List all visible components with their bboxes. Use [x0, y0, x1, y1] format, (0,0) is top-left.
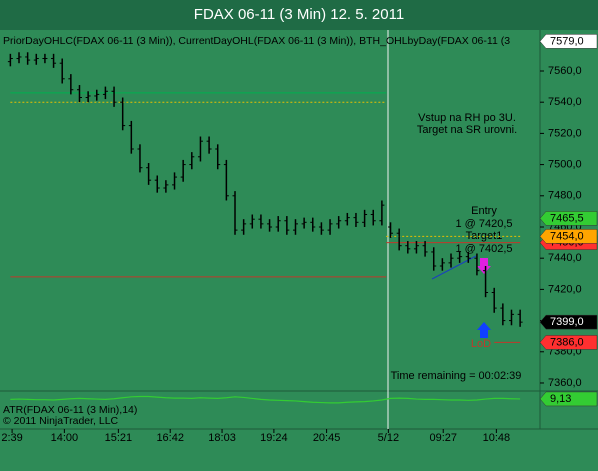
x-tick-label: 2:39 — [1, 432, 22, 444]
entry-arrow — [477, 258, 491, 274]
price-marker — [539, 34, 598, 49]
price-marker-label: 7386,0 — [550, 336, 584, 348]
price-marker — [539, 335, 598, 350]
y-tick-label: 7420,0 — [548, 283, 582, 295]
x-tick-label: 19:24 — [260, 432, 288, 444]
chart-title: FDAX 06-11 (3 Min) 12. 5. 2011 — [194, 6, 404, 23]
annotation: 1 @ 7402,5 — [455, 243, 512, 255]
atr-line — [10, 395, 521, 404]
x-tick-label: 16:42 — [156, 432, 184, 444]
price-marker-label: 7454,0 — [550, 230, 584, 242]
annotation: Time remaining = 00:02:39 — [391, 370, 522, 382]
price-marker-label: 7465,5 — [550, 212, 584, 224]
annotation: Entry — [471, 205, 497, 217]
annotation: Target na SR urovni. — [417, 124, 517, 136]
title-bar — [0, 0, 598, 30]
x-tick-label: 09:27 — [429, 432, 457, 444]
annotation: LoD — [471, 338, 491, 350]
copyright: © 2011 NinjaTrader, LLC — [3, 415, 119, 427]
plot-background — [0, 30, 598, 471]
y-tick-label: 7500,0 — [548, 158, 582, 170]
x-tick-label: 18:03 — [208, 432, 236, 444]
y-tick-label: 7560,0 — [548, 65, 582, 77]
atr-marker — [539, 391, 598, 407]
indicator-label: PriorDayOHLC(FDAX 06-11 (3 Min)), Curren… — [3, 35, 510, 47]
price-marker-label: 7579,0 — [550, 35, 584, 47]
x-tick-label: 5/12 — [378, 432, 399, 444]
price-marker — [539, 229, 598, 244]
x-tick-label: 15:21 — [105, 432, 133, 444]
annotation: Vstup na RH po 3U. — [418, 112, 516, 124]
y-tick-label: 7480,0 — [548, 190, 582, 202]
annotation: 1 @ 7420,5 — [455, 218, 512, 230]
price-marker-label: 7399,0 — [550, 316, 584, 328]
y-tick-label: 7540,0 — [548, 96, 582, 108]
price-marker — [539, 314, 598, 330]
x-tick-label: 10:48 — [483, 432, 511, 444]
y-tick-label: 7440,0 — [548, 252, 582, 264]
target-arrow — [477, 322, 491, 338]
y-tick-label: 7360,0 — [548, 377, 582, 389]
atr-label: ATR(FDAX 06-11 (3 Min),14) — [3, 404, 137, 416]
price-marker — [539, 211, 598, 226]
x-tick-label: 14:00 — [51, 432, 79, 444]
atr-marker-label: 9,13 — [550, 393, 571, 405]
y-tick-label: 7520,0 — [548, 127, 582, 139]
x-tick-label: 20:45 — [313, 432, 341, 444]
